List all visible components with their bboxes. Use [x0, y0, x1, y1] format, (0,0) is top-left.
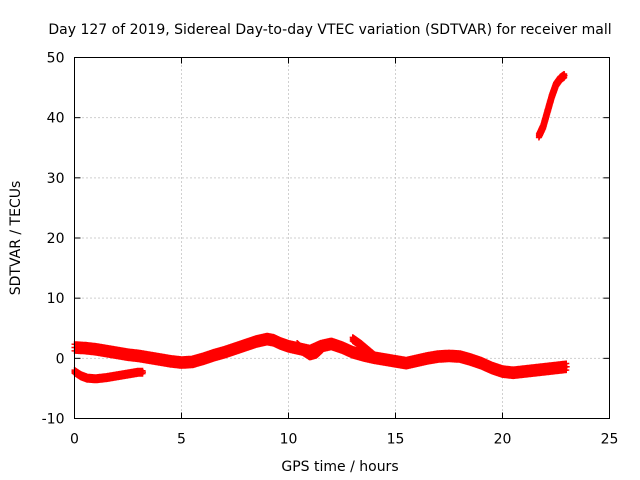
y-axis-label: SDTVAR / TECUs [8, 181, 24, 296]
x-tick-label: 5 [177, 432, 186, 448]
x-tick-label: 25 [601, 432, 619, 448]
x-axis-label: GPS time / hours [281, 459, 398, 475]
y-tick-label: 50 [47, 51, 65, 67]
y-tick-label: 30 [47, 171, 65, 187]
axis-ticks: 0 5 10 15 20 25 -10 0 10 20 30 40 50 [42, 51, 619, 448]
y-tick-label: 20 [47, 231, 65, 247]
y-tick-label: 0 [56, 351, 65, 367]
series-dip-11 [294, 340, 326, 361]
y-tick-label: 40 [47, 111, 65, 127]
chart-title: Day 127 of 2019, Sidereal Day-to-day VTE… [48, 22, 611, 38]
y-tick-label: -10 [42, 412, 65, 428]
y-tick-label: 10 [47, 291, 65, 307]
x-tick-label: 15 [387, 432, 405, 448]
series-branch-13 [349, 334, 382, 364]
data-point-markers [535, 71, 568, 141]
x-tick-label: 0 [70, 432, 79, 448]
series-late-rise [535, 71, 568, 141]
x-tick-label: 10 [280, 432, 298, 448]
x-tick-label: 20 [494, 432, 512, 448]
data-point-markers [349, 334, 382, 364]
plot-frame [74, 57, 610, 419]
data-point-markers [294, 340, 326, 361]
